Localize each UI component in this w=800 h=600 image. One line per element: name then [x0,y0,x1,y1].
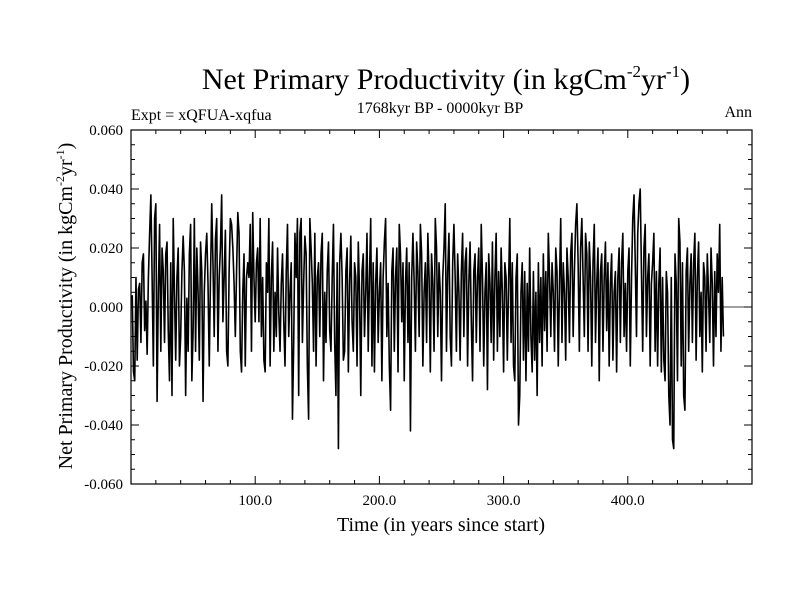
npp-series-line [131,188,725,450]
x-tick-label: 400.0 [611,493,645,509]
y-tick-label: -0.060 [84,477,123,493]
y-axis-label-main: Net Primary Productivity (in kgCm [55,186,77,470]
y-axis-label: Net Primary Productivity (in kgCm-2yr-1) [53,143,77,470]
y-tick-label: 0.000 [89,300,123,316]
chart-title: Net Primary Productivity (in kgCm-2yr-1) [202,62,690,96]
y-tick-label: 0.020 [89,241,123,257]
y-axis-label-sup-1: -2 [53,176,67,186]
y-tick-label: 0.040 [89,182,123,198]
plot-frame [130,129,753,485]
x-tick-label: 100.0 [238,493,272,509]
y-tick-label: -0.020 [84,359,123,375]
x-tick-label: 200.0 [363,493,397,509]
subtitle-experiment: Expt = xQFUA-xqfua [131,107,272,124]
x-axis-tick-labels: 100.0 200.0 300.0 400.0 [238,493,644,509]
y-axis-label-mid: yr [55,159,77,176]
x-tick-label: 300.0 [487,493,521,509]
x-axis-label: Time (in years since start) [337,514,545,536]
x-axis-ticks [155,130,728,484]
y-axis-label-sup-2: -1 [53,149,67,159]
subtitle-period: 1768kyr BP - 0000kyr BP [357,100,524,117]
y-axis-tick-labels: -0.060 -0.040 -0.020 0.000 0.020 0.040 0.060 [84,123,123,493]
chart-title-main: Net Primary Productivity (in kgCm [202,63,627,96]
y-tick-label: 0.060 [89,123,123,139]
chart-title-end: ) [680,63,690,96]
chart-title-sup-1: -2 [627,62,641,81]
chart-title-sup-2: -1 [666,62,680,81]
y-axis-label-end: ) [55,143,77,150]
subtitle-season: Ann [724,104,752,121]
y-tick-label: -0.040 [84,418,123,434]
chart-title-mid: yr [641,63,666,96]
